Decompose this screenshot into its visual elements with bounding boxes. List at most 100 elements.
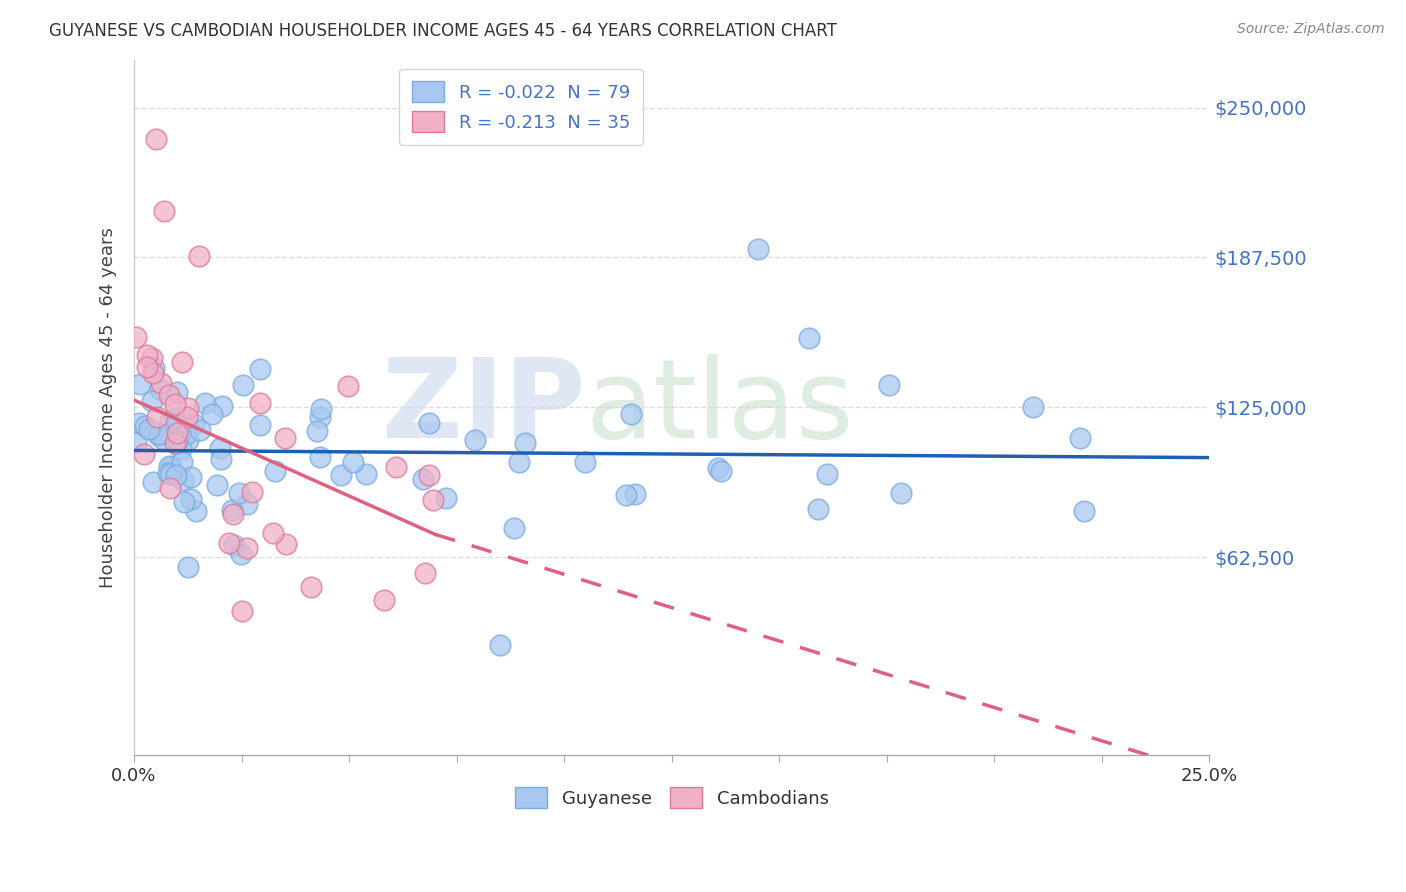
Point bbox=[307, 424, 329, 438]
Point bbox=[211, 399, 233, 413]
Point bbox=[249, 396, 271, 410]
Point bbox=[156, 466, 179, 480]
Point bbox=[747, 242, 769, 256]
Point bbox=[205, 477, 228, 491]
Point bbox=[125, 434, 148, 449]
Point bbox=[166, 385, 188, 400]
Point bbox=[508, 455, 530, 469]
Point bbox=[877, 378, 900, 392]
Point bbox=[145, 132, 167, 146]
Text: atlas: atlas bbox=[585, 354, 853, 461]
Point bbox=[152, 432, 174, 446]
Point bbox=[249, 418, 271, 433]
Point bbox=[174, 427, 197, 442]
Point bbox=[165, 468, 187, 483]
Point bbox=[159, 467, 181, 481]
Point bbox=[222, 538, 245, 552]
Point bbox=[125, 330, 148, 344]
Point bbox=[488, 638, 510, 652]
Point bbox=[806, 502, 828, 516]
Point bbox=[330, 468, 353, 483]
Point bbox=[142, 475, 165, 490]
Y-axis label: Householder Income Ages 45 - 64 years: Householder Income Ages 45 - 64 years bbox=[100, 227, 117, 588]
Point bbox=[148, 428, 170, 442]
Point bbox=[309, 450, 332, 464]
Point bbox=[228, 486, 250, 500]
Point bbox=[799, 331, 821, 345]
Point bbox=[134, 447, 156, 461]
Point bbox=[157, 458, 180, 473]
Point bbox=[616, 488, 638, 502]
Point bbox=[183, 417, 205, 431]
Point bbox=[231, 604, 253, 618]
Point bbox=[146, 410, 169, 425]
Point bbox=[177, 401, 200, 416]
Point bbox=[159, 414, 181, 428]
Point bbox=[172, 473, 194, 487]
Point bbox=[418, 416, 440, 430]
Point bbox=[180, 470, 202, 484]
Point bbox=[385, 460, 408, 475]
Point bbox=[624, 487, 647, 501]
Point bbox=[890, 486, 912, 500]
Point bbox=[513, 435, 536, 450]
Point bbox=[1022, 401, 1045, 415]
Point bbox=[165, 411, 187, 425]
Point bbox=[128, 377, 150, 392]
Point bbox=[159, 481, 181, 495]
Text: Source: ZipAtlas.com: Source: ZipAtlas.com bbox=[1237, 22, 1385, 37]
Point bbox=[170, 442, 193, 457]
Point bbox=[354, 467, 377, 481]
Point bbox=[231, 548, 253, 562]
Point bbox=[184, 504, 207, 518]
Point bbox=[188, 423, 211, 437]
Point bbox=[236, 541, 259, 556]
Point bbox=[236, 497, 259, 511]
Point bbox=[166, 425, 188, 440]
Point bbox=[336, 379, 359, 393]
Point bbox=[141, 393, 163, 408]
Point bbox=[134, 419, 156, 434]
Legend: Guyanese, Cambodians: Guyanese, Cambodians bbox=[508, 780, 835, 815]
Point bbox=[209, 451, 232, 466]
Point bbox=[194, 396, 217, 410]
Point bbox=[232, 378, 254, 392]
Point bbox=[201, 407, 224, 421]
Point bbox=[815, 467, 838, 481]
Point bbox=[422, 492, 444, 507]
Point bbox=[273, 432, 295, 446]
Point bbox=[170, 455, 193, 469]
Point bbox=[373, 593, 395, 607]
Point bbox=[150, 376, 173, 390]
Point bbox=[434, 491, 457, 506]
Point bbox=[163, 436, 186, 450]
Point bbox=[176, 410, 198, 425]
Point bbox=[218, 536, 240, 550]
Point bbox=[502, 520, 524, 534]
Point bbox=[128, 416, 150, 430]
Point bbox=[221, 503, 243, 517]
Point bbox=[173, 494, 195, 508]
Point bbox=[180, 491, 202, 506]
Point bbox=[1069, 432, 1091, 446]
Point bbox=[262, 525, 284, 540]
Point bbox=[187, 249, 209, 263]
Point bbox=[264, 464, 287, 478]
Point bbox=[149, 382, 172, 396]
Text: ZIP: ZIP bbox=[382, 354, 585, 461]
Point bbox=[165, 397, 187, 411]
Point bbox=[169, 424, 191, 438]
Point bbox=[620, 407, 643, 421]
Point bbox=[141, 351, 163, 365]
Point bbox=[166, 434, 188, 449]
Text: GUYANESE VS CAMBODIAN HOUSEHOLDER INCOME AGES 45 - 64 YEARS CORRELATION CHART: GUYANESE VS CAMBODIAN HOUSEHOLDER INCOME… bbox=[49, 22, 837, 40]
Point bbox=[208, 442, 231, 456]
Point bbox=[342, 455, 364, 469]
Point bbox=[240, 485, 263, 500]
Point bbox=[309, 401, 332, 416]
Point bbox=[138, 422, 160, 436]
Point bbox=[148, 427, 170, 442]
Point bbox=[136, 360, 159, 375]
Point bbox=[172, 354, 194, 368]
Point bbox=[418, 467, 440, 482]
